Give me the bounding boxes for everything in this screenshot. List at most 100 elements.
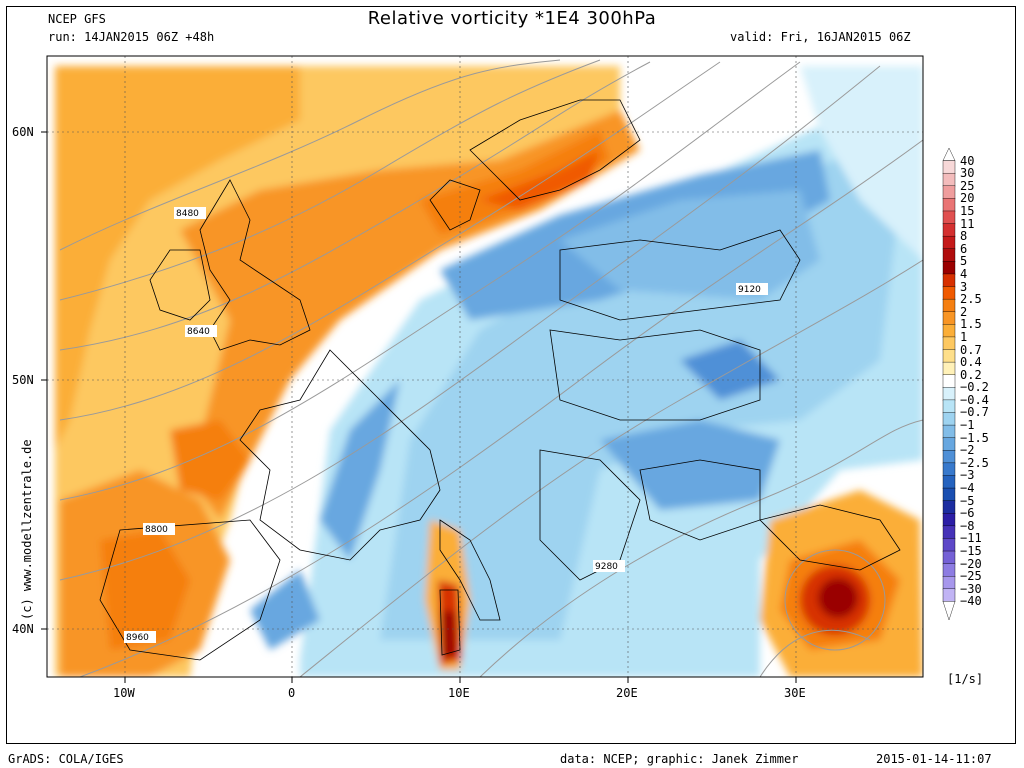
colorbar-swatch	[942, 588, 956, 603]
colorbar-level-label: 11	[960, 216, 975, 231]
model-name: NCEP GFS	[48, 12, 106, 26]
colorbar-swatch	[942, 487, 956, 502]
colorbar-swatch	[942, 185, 956, 200]
colorbar-swatch	[942, 374, 956, 388]
colorbar-swatch	[942, 538, 956, 552]
colorbar-level-label: −4	[960, 481, 975, 496]
colorbar-swatch	[942, 286, 956, 300]
colorbar-swatch	[942, 349, 956, 363]
colorbar-swatch	[942, 311, 956, 326]
colorbar-swatch	[942, 500, 956, 514]
colorbar-level-label: −2.5	[960, 455, 989, 470]
lon-label-10w: 10W	[113, 686, 135, 700]
colorbar-swatch	[942, 298, 956, 313]
lon-label-30e: 30E	[784, 686, 806, 700]
colorbar-swatch	[942, 223, 956, 237]
colorbar-level-label: −0.2	[960, 380, 989, 395]
colorbar-swatch	[942, 513, 956, 527]
colorbar-level-label: −20	[960, 556, 982, 571]
colorbar-level-label: 0.2	[960, 367, 982, 382]
colorbar	[942, 147, 956, 621]
colorbar-swatch	[942, 336, 956, 351]
lon-label-20e: 20E	[616, 686, 638, 700]
colorbar-level-label: 5	[960, 254, 968, 269]
colorbar-swatch	[942, 387, 956, 401]
grads-credit: GrADS: COLA/IGES	[8, 752, 124, 766]
lat-label-40n: 40N	[12, 622, 34, 636]
colorbar-level-label: 8	[960, 229, 968, 244]
colorbar-swatch	[942, 412, 956, 426]
colorbar-level-label: 25	[960, 178, 975, 193]
colorbar-level-label: 30	[960, 166, 975, 181]
lat-label-50n: 50N	[12, 373, 34, 387]
colorbar-level-label: 4	[960, 266, 968, 281]
colorbar-level-label: 1.5	[960, 317, 982, 332]
watermark: (c) www.modellzentrale.de	[20, 439, 34, 620]
colorbar-swatch	[942, 462, 956, 477]
map-area	[47, 56, 923, 677]
timestamp: 2015-01-14-11:07	[876, 752, 992, 766]
colorbar-level-label: 20	[960, 191, 975, 206]
colorbar-level-label: −15	[960, 544, 982, 559]
contour-labels: 8480 8640 8800 8960 9120 9280	[124, 207, 768, 643]
colorbar-level-label: −40	[960, 594, 982, 609]
colorbar-level-label: 0.7	[960, 342, 982, 357]
contour-label-8640: 8640	[187, 327, 210, 337]
colorbar-swatch	[942, 361, 956, 376]
colorbar-level-label: 1	[960, 329, 968, 344]
data-credit: data: NCEP; graphic: Janek Zimmer	[560, 752, 799, 766]
colorbar-swatch	[942, 550, 956, 565]
colorbar-level-label: 2.5	[960, 292, 982, 307]
contour-label-9280: 9280	[595, 562, 618, 572]
colorbar-level-label: 15	[960, 203, 975, 218]
colorbar-swatch	[942, 525, 956, 540]
colorbar-level-label: −3	[960, 468, 975, 483]
map-border	[46, 55, 924, 678]
colorbar-level-label: 2	[960, 304, 968, 319]
colorbar-swatch	[942, 210, 956, 225]
colorbar-swatch	[942, 576, 956, 590]
colorbar-level-label: −0.7	[960, 405, 989, 420]
colorbar-swatch	[942, 424, 956, 439]
run-info: run: 14JAN2015 06Z +48h	[48, 30, 215, 44]
colorbar-swatch	[942, 147, 956, 161]
lon-label-10e: 10E	[448, 686, 470, 700]
colorbar-swatch	[942, 563, 956, 577]
colorbar-level-label: −6	[960, 506, 975, 521]
colorbar-level-label: −5	[960, 493, 975, 508]
figure-frame	[6, 6, 1016, 744]
colorbar-level-label: −8	[960, 518, 975, 533]
colorbar-level-label: −30	[960, 581, 982, 596]
colorbar-swatch	[942, 475, 956, 489]
colorbar-level-label: −11	[960, 531, 982, 546]
colorbar-level-label: 6	[960, 241, 968, 256]
colorbar-swatch	[942, 198, 956, 212]
colorbar-level-label: −2	[960, 443, 975, 458]
colorbar-units: [1/s]	[947, 672, 984, 686]
colorbar-swatch	[942, 450, 956, 464]
valid-time: valid: Fri, 16JAN2015 06Z	[730, 30, 911, 44]
colorbar-swatch	[942, 261, 956, 275]
colorbar-swatch	[942, 399, 956, 414]
colorbar-level-label: −25	[960, 569, 982, 584]
colorbar-level-label: −1	[960, 418, 975, 433]
colorbar-swatch	[942, 160, 956, 174]
colorbar-level-label: −1.5	[960, 430, 989, 445]
colorbar-level-label: 3	[960, 279, 968, 294]
contour-label-8800: 8800	[145, 525, 168, 535]
contour-label-8960: 8960	[126, 633, 149, 643]
colorbar-swatch	[942, 248, 956, 263]
contour-label-8480: 8480	[176, 209, 199, 219]
lon-label-0: 0	[288, 686, 296, 700]
colorbar-swatch	[942, 324, 956, 338]
colorbar-swatch	[942, 601, 956, 621]
contour-label-9120: 9120	[738, 285, 761, 295]
colorbar-level-label: −0.4	[960, 392, 989, 407]
colorbar-swatch	[942, 235, 956, 250]
lat-label-60n: 60N	[12, 125, 34, 139]
chart-title: Relative vorticity *1E4 300hPa	[367, 8, 657, 29]
colorbar-level-label: 0.4	[960, 355, 982, 370]
colorbar-swatch	[942, 172, 956, 187]
colorbar-level-label: 40	[960, 153, 975, 168]
